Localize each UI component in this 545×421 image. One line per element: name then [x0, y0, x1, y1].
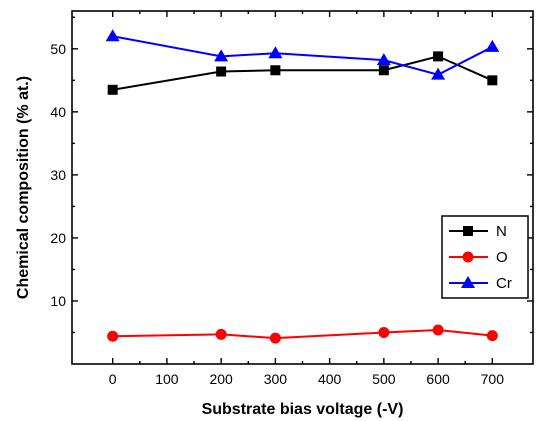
legend: NO Cr — [441, 215, 529, 299]
plot-area: 0 100 200 300 400 500 600 700 10 20 30 40 50 — [50, 10, 534, 387]
data-point-o — [486, 330, 498, 342]
data-point-n — [487, 75, 498, 86]
y-axis-title: Chemical composition (% at.) — [15, 76, 32, 299]
data-point-cr — [376, 53, 391, 66]
series-line-o — [112, 328, 493, 340]
data-point-cr — [268, 46, 283, 59]
data-point-cr — [105, 29, 120, 42]
legend-marker-n — [463, 226, 473, 236]
x-tick-label: 600 — [426, 371, 450, 387]
data-point-o — [215, 328, 227, 340]
series-line-cr — [112, 35, 493, 76]
x-tick-label: 0 — [109, 371, 117, 387]
y-tick-label: 10 — [50, 293, 66, 309]
data-point-n — [270, 65, 281, 76]
x-tick-label: 400 — [318, 371, 342, 387]
data-point-o — [107, 330, 119, 342]
data-point-o — [269, 332, 281, 344]
data-point-n — [433, 51, 444, 62]
y-tick-label: 30 — [50, 167, 66, 183]
data-point-n — [378, 65, 389, 76]
y-tick-label: 20 — [50, 230, 66, 246]
data-point-n — [107, 84, 118, 95]
data-point-n — [216, 66, 227, 77]
legend-label-o: O — [496, 249, 508, 266]
x-tick-label: 300 — [264, 371, 288, 387]
legend-marker-o — [462, 251, 474, 263]
data-point-cr — [214, 49, 229, 62]
data-point-o — [432, 324, 444, 336]
data-point-o — [378, 326, 390, 338]
x-tick-label: 100 — [155, 371, 179, 387]
y-tick-label: 50 — [50, 41, 66, 57]
data-point-cr — [485, 39, 500, 52]
series-line-n — [112, 55, 493, 91]
legend-label-cr: Cr — [496, 275, 512, 292]
x-tick-label: 200 — [209, 371, 233, 387]
data-point-cr — [431, 67, 446, 80]
legend-marker-cr — [461, 276, 475, 288]
legend-label-n: N — [496, 223, 507, 240]
x-tick-label: 500 — [372, 371, 396, 387]
x-tick-label: 700 — [481, 371, 505, 387]
x-axis-title: Substrate bias voltage (-V) — [202, 401, 404, 418]
plot-frame — [71, 10, 534, 365]
y-tick-label: 40 — [50, 104, 66, 120]
